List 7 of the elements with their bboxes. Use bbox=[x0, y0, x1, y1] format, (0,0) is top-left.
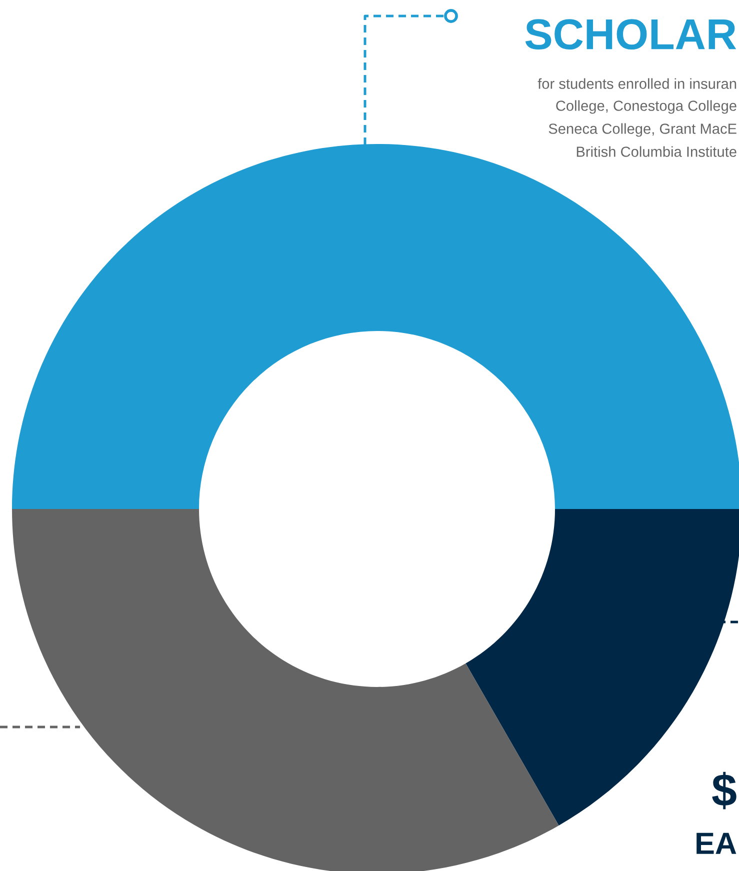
text: SCHOLAR bbox=[525, 19, 736, 50]
text: EA bbox=[696, 832, 736, 854]
text: College, Conestoga College bbox=[556, 100, 736, 114]
text: for students enrolled in insuran bbox=[538, 78, 736, 89]
text: $ bbox=[712, 772, 736, 810]
text: British Columbia Institute bbox=[576, 146, 736, 157]
text: Seneca College, Grant MacE bbox=[548, 123, 736, 137]
